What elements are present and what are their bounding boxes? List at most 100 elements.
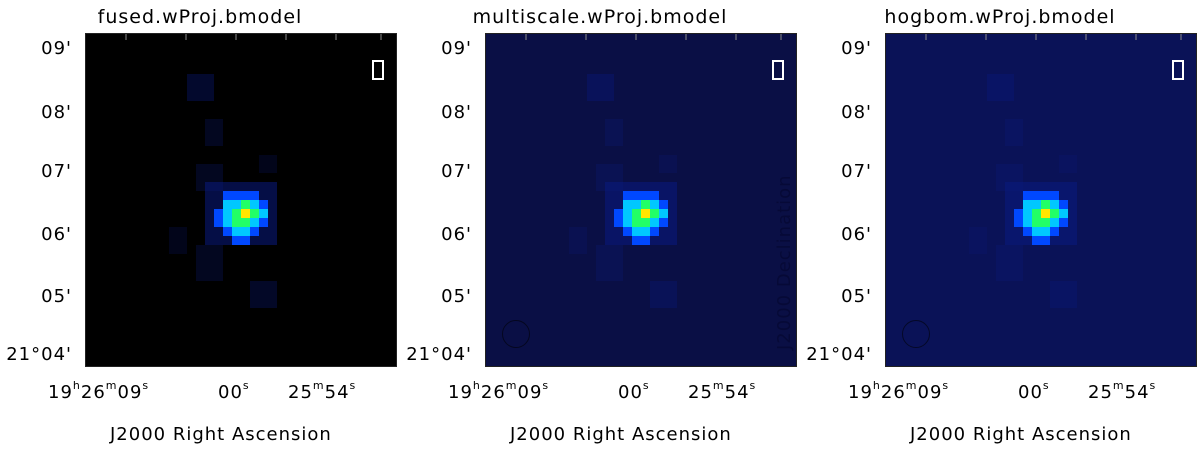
diffuse-emission [650,281,677,308]
source-pixel [623,209,632,218]
source-pixel [250,227,259,236]
diffuse-emission [1059,155,1077,173]
source-pixel [259,209,268,218]
source-pixel [1050,200,1059,209]
source-pixel [641,227,650,236]
diffuse-emission [205,119,223,146]
source-pixel [1050,191,1059,200]
source-pixel [223,191,232,200]
image-canvas[interactable] [485,33,797,367]
source-pixel [1032,209,1041,218]
source-pixel [650,209,659,218]
x-tick-label: 00s [618,379,650,403]
image-canvas[interactable] [885,33,1197,367]
source-pixel [1041,200,1050,209]
source-pixel [241,227,250,236]
source-pixel [641,191,650,200]
diffuse-emission [259,155,277,173]
source-pixel [659,209,668,218]
source-pixel [623,200,632,209]
y-tick-label: 08' [441,102,472,123]
beam-ellipse [902,320,930,348]
stokes-i-marker [772,60,784,80]
x-tick-label: 19h26m09s [48,379,150,403]
source-pixel [632,209,641,218]
stokes-i-marker [372,60,384,80]
source-pixel [659,218,668,227]
source-pixel [1023,227,1032,236]
source-pixel [641,209,650,218]
x-tick-label: 19h26m09s [848,379,950,403]
y-tick-label: 07' [41,161,72,182]
panel-title: multiscale.wProj.bmodel [472,6,728,28]
image-panel-multiscale: multiscale.wProj.bmodel 09' 08' 07' 06' … [400,0,800,453]
source-pixel [1041,218,1050,227]
source-pixel [623,227,632,236]
source-pixel [1014,209,1023,218]
x-tick-label: 25m54s [688,379,757,403]
source-pixel [1041,227,1050,236]
source-pixel [1050,227,1059,236]
x-tick-label: 00s [218,379,250,403]
diffuse-emission [587,74,614,101]
source-pixel [259,218,268,227]
diffuse-emission [605,119,623,146]
x-axis-title: J2000 Right Ascension [510,424,732,445]
source-pixel [1032,218,1041,227]
diffuse-emission [996,245,1023,281]
diffuse-emission [169,227,187,254]
image-canvas[interactable] [85,33,397,367]
source-pixel [1059,200,1068,209]
source-pixel [223,227,232,236]
source-pixel [1032,236,1041,245]
source-pixel [650,191,659,200]
source-pixel [241,200,250,209]
x-tick-label: 19h26m09s [448,379,550,403]
source-pixel [632,227,641,236]
source-pixel [1041,191,1050,200]
x-axis-title: J2000 Right Ascension [110,424,332,445]
source-pixel [614,218,623,227]
diffuse-emission [196,245,223,281]
source-pixel [1023,218,1032,227]
y-tick-label: 08' [41,102,72,123]
diffuse-emission [659,155,677,173]
source-pixel [232,209,241,218]
image-pixels [886,34,1196,366]
source-pixel [250,209,259,218]
source-pixel [623,218,632,227]
source-pixel [232,227,241,236]
source-pixel [650,218,659,227]
source-pixel [1014,218,1023,227]
source-pixel [232,236,241,245]
source-pixel [232,200,241,209]
source-pixel [632,191,641,200]
source-pixel [232,191,241,200]
source-pixel [1041,236,1050,245]
source-pixel [1032,200,1041,209]
image-pixels [486,34,796,366]
y-tick-label: 08' [841,102,872,123]
y-tick-label: 09' [41,38,72,59]
source-pixel [223,218,232,227]
diffuse-emission [987,74,1014,101]
stokes-i-marker [1172,60,1184,80]
image-panel-fused: fused.wProj.bmodel 09' 08' 07' 06' 05' 2… [0,0,400,453]
source-pixel [259,200,268,209]
diffuse-emission [569,227,587,254]
source-pixel [1041,209,1050,218]
source-pixel [241,209,250,218]
source-pixel [1023,200,1032,209]
y-tick-label: 07' [441,161,472,182]
diffuse-emission [1050,281,1077,308]
source-pixel [223,200,232,209]
source-pixel [214,209,223,218]
source-pixel [641,200,650,209]
y-tick-label: 07' [841,161,872,182]
x-axis-title: J2000 Right Ascension [910,424,1132,445]
source-pixel [1050,209,1059,218]
source-pixel [1059,218,1068,227]
source-pixel [241,236,250,245]
source-pixel [650,227,659,236]
beam-ellipse [502,320,530,348]
